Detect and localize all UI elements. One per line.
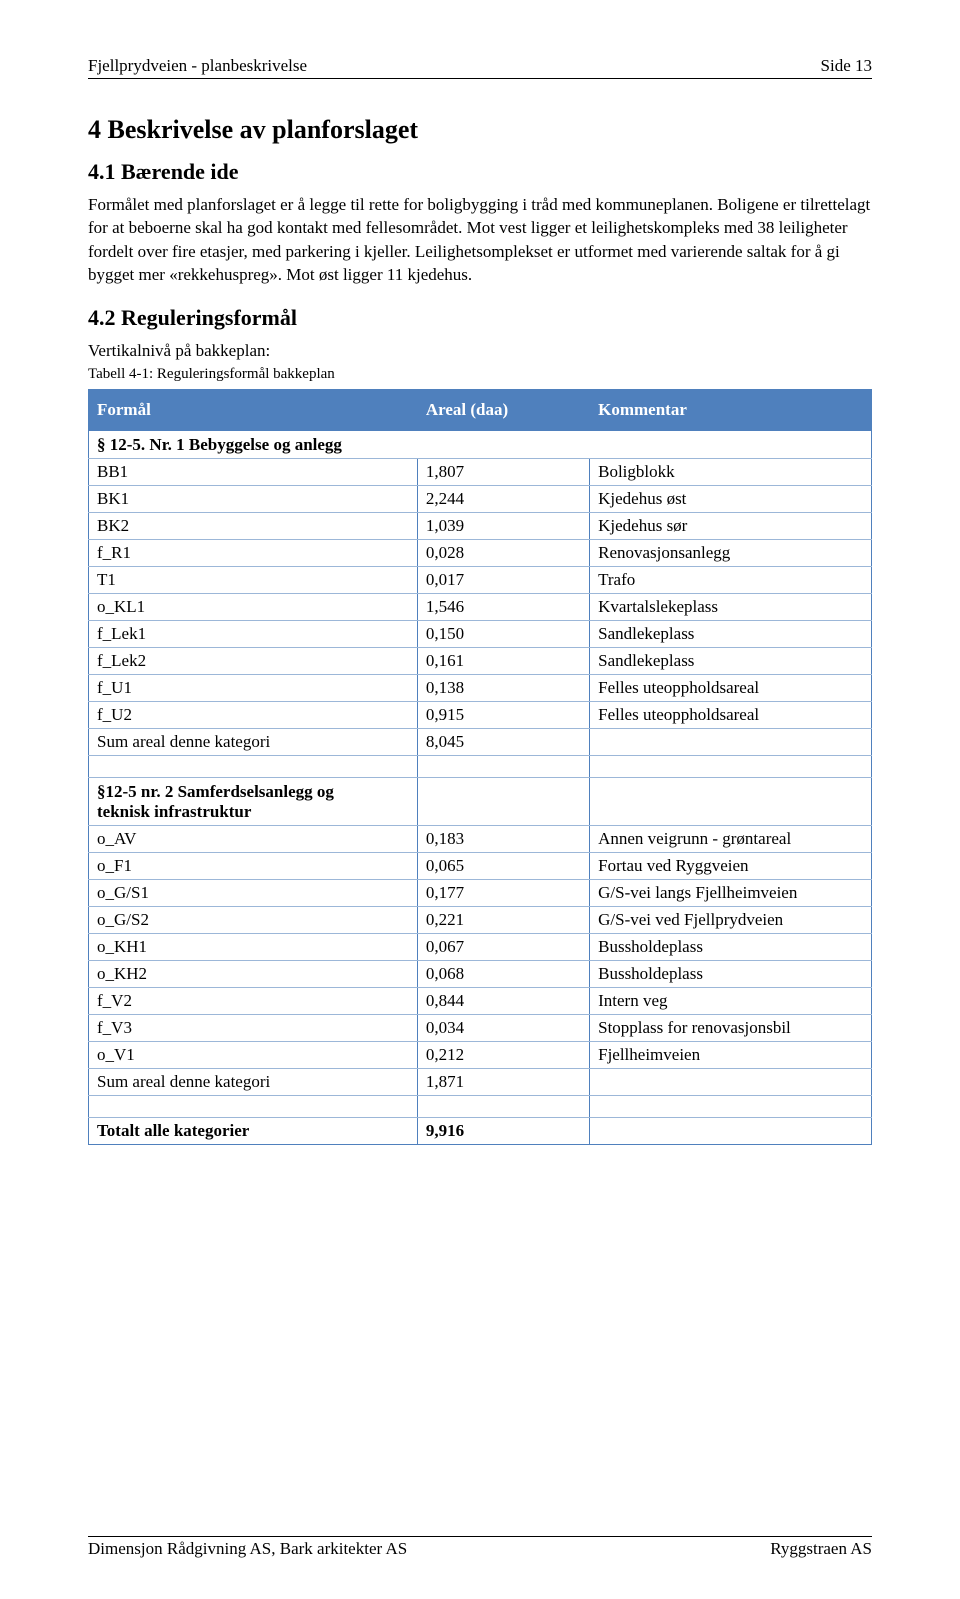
group1-sum-row: Sum areal denne kategori8,045 bbox=[89, 729, 872, 756]
col-header-kommentar: Kommentar bbox=[590, 390, 872, 431]
table-row: o_AV0,183Annen veigrunn - grøntareal bbox=[89, 826, 872, 853]
table-header-row: Formål Areal (daa) Kommentar bbox=[89, 390, 872, 431]
footer-right: Ryggstraen AS bbox=[770, 1539, 872, 1559]
table-row: BK12,244Kjedehus øst bbox=[89, 486, 872, 513]
section-title: 4 Beskrivelse av planforslaget bbox=[88, 115, 872, 145]
table-row: o_KH10,067Bussholdeplass bbox=[89, 934, 872, 961]
header-right: Side 13 bbox=[821, 56, 872, 76]
group1-title-row: § 12-5. Nr. 1 Bebyggelse og anlegg bbox=[89, 431, 872, 459]
table-row: f_U10,138Felles uteoppholdsareal bbox=[89, 675, 872, 702]
col-header-areal: Areal (daa) bbox=[417, 390, 589, 431]
subsection-4-1-title: 4.1 Bærende ide bbox=[88, 159, 872, 185]
footer-left: Dimensjon Rådgivning AS, Bark arkitekter… bbox=[88, 1539, 407, 1559]
spacer-row bbox=[89, 1096, 872, 1118]
header-left: Fjellprydveien - planbeskrivelse bbox=[88, 56, 307, 76]
page-footer: Dimensjon Rådgivning AS, Bark arkitekter… bbox=[88, 1536, 872, 1559]
table-row: T10,017Trafo bbox=[89, 567, 872, 594]
table-row: f_U20,915Felles uteoppholdsareal bbox=[89, 702, 872, 729]
table-row: f_R10,028Renovasjonsanlegg bbox=[89, 540, 872, 567]
subsection-4-2-intro: Vertikalnivå på bakkeplan: bbox=[88, 339, 872, 362]
table-row: o_G/S10,177G/S-vei langs Fjellheimveien bbox=[89, 880, 872, 907]
table-row: f_V20,844Intern veg bbox=[89, 988, 872, 1015]
subsection-4-1-body: Formålet med planforslaget er å legge ti… bbox=[88, 193, 872, 287]
table-caption: Tabell 4-1: Reguleringsformål bakkeplan bbox=[88, 366, 872, 383]
group2-title: §12-5 nr. 2 Samferdselsanlegg og teknisk… bbox=[89, 778, 418, 826]
table-row: o_F10,065Fortau ved Ryggveien bbox=[89, 853, 872, 880]
table-row: f_V30,034Stopplass for renovasjonsbil bbox=[89, 1015, 872, 1042]
table-row: o_KL11,546Kvartalslekeplass bbox=[89, 594, 872, 621]
table-row: o_KH20,068Bussholdeplass bbox=[89, 961, 872, 988]
table-row: BB11,807Boligblokk bbox=[89, 459, 872, 486]
total-row: Totalt alle kategorier 9,916 bbox=[89, 1118, 872, 1145]
table-row: BK21,039Kjedehus sør bbox=[89, 513, 872, 540]
group2-sum-row: Sum areal denne kategori1,871 bbox=[89, 1069, 872, 1096]
group2-title-row: §12-5 nr. 2 Samferdselsanlegg og teknisk… bbox=[89, 778, 872, 826]
table-row: f_Lek10,150Sandlekeplass bbox=[89, 621, 872, 648]
subsection-4-2-title: 4.2 Reguleringsformål bbox=[88, 305, 872, 331]
table-row: f_Lek20,161Sandlekeplass bbox=[89, 648, 872, 675]
reguleringsformal-table: Formål Areal (daa) Kommentar § 12-5. Nr.… bbox=[88, 389, 872, 1145]
col-header-formal: Formål bbox=[89, 390, 418, 431]
table-row: o_V10,212Fjellheimveien bbox=[89, 1042, 872, 1069]
spacer-row bbox=[89, 756, 872, 778]
group1-title: § 12-5. Nr. 1 Bebyggelse og anlegg bbox=[89, 431, 872, 459]
table-row: o_G/S20,221G/S-vei ved Fjellprydveien bbox=[89, 907, 872, 934]
page-header: Fjellprydveien - planbeskrivelse Side 13 bbox=[88, 56, 872, 79]
